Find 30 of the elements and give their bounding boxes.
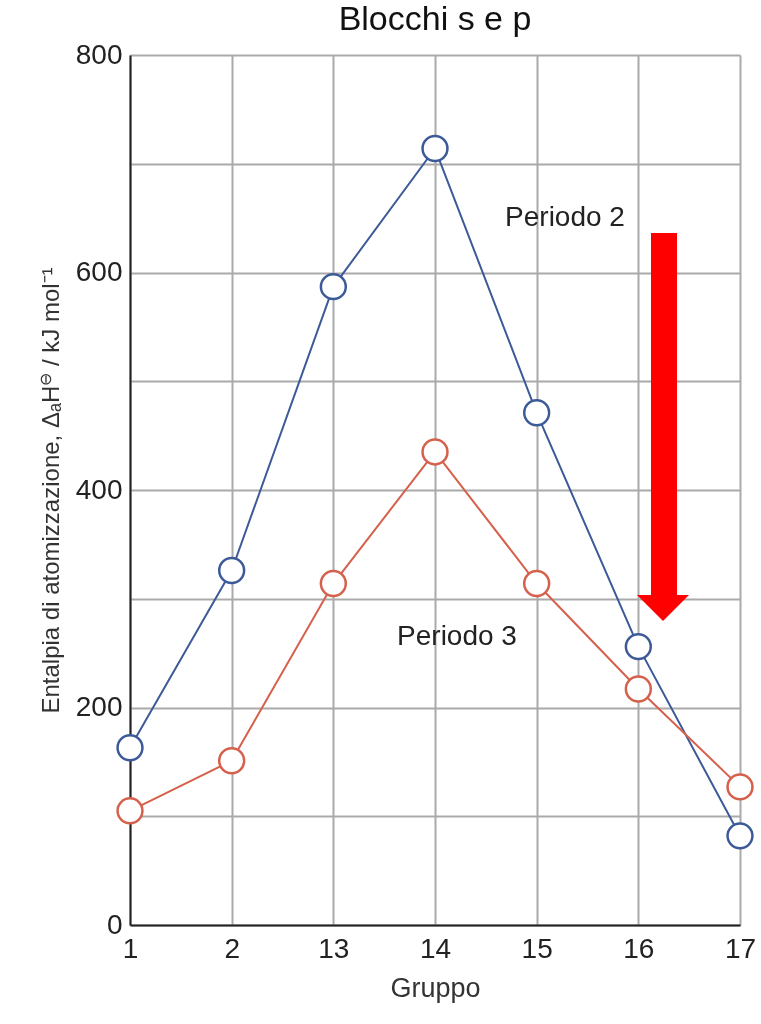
x-tick-label: 14 [419,932,452,964]
y-tick-label: 0 [106,908,123,940]
y-tick-label: 800 [75,38,123,70]
point [522,569,551,598]
point [522,399,551,427]
y-tick-label: 400 [75,473,123,505]
point [319,569,348,598]
point [217,556,246,585]
point [726,822,754,850]
point [116,734,144,762]
annotation: Periodo 3 [397,620,517,651]
chart-title: Blocchi s e p [338,0,532,37]
x-tick-label: 15 [521,932,553,964]
point [624,632,653,661]
x-axis-title: Gruppo [390,972,481,1003]
x-tick-label: 16 [623,932,655,964]
point [116,797,144,825]
point [217,747,246,775]
point [421,134,449,163]
point [726,773,754,801]
point [421,438,449,466]
y-tick-label: 200 [75,691,123,722]
point [319,272,348,301]
x-tick-label: 17 [724,932,757,964]
annotation: Periodo 2 [505,201,625,232]
y-tick-label: 600 [75,256,123,287]
x-tick-label: 13 [318,932,350,964]
point [624,675,653,703]
x-tick-label: 2 [224,932,240,964]
x-tick-label: 1 [122,932,139,964]
